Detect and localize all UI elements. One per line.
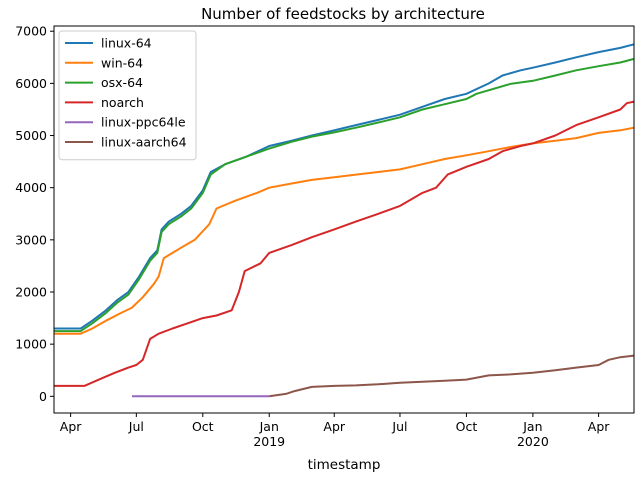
legend-label-linux-64: linux-64	[101, 36, 152, 51]
x-tick-label: Apr	[323, 419, 345, 434]
series-line-osx-64	[54, 57, 635, 333]
y-tick-label: 7000	[15, 24, 47, 39]
x-tick-label: Oct	[456, 419, 478, 434]
y-tick-label: 4000	[15, 180, 47, 195]
y-tick-label: 3000	[15, 232, 47, 247]
y-tick-label: 2000	[15, 284, 47, 299]
y-tick-label: 1000	[15, 337, 47, 352]
x-tick-label: Jan	[259, 419, 279, 434]
x-tick-label: Apr	[60, 419, 82, 434]
legend: linux-64 win-64 osx-64 noarch linux-ppc64le l…	[58, 30, 197, 161]
legend-label-linux-aarch64: linux-aarch64	[101, 135, 187, 150]
y-tick-label: 6000	[15, 76, 47, 91]
legend-label-noarch: noarch	[101, 95, 144, 110]
series-layer	[54, 43, 635, 398]
x-tick-label: Jul	[391, 419, 407, 434]
y-tick-label: 5000	[15, 128, 47, 143]
x-tick-label: Jan	[522, 419, 542, 434]
series-line-linux-aarch64	[269, 354, 635, 398]
series-line-noarch	[54, 100, 635, 387]
chart-title: Number of feedstocks by architecture	[201, 5, 485, 23]
legend-label-win-64: win-64	[101, 55, 143, 70]
legend-label-osx-64: osx-64	[101, 75, 143, 90]
series-line-linux-64	[54, 43, 635, 330]
x-axis-label: timestamp	[308, 457, 381, 473]
x-tick-label: Apr	[588, 419, 610, 434]
y-axis: 0 1000 2000 3000 4000 5000 6000 7000	[15, 24, 54, 404]
x-tick-sublabel: 2019	[253, 434, 285, 449]
plot-frame	[53, 25, 635, 414]
legend-label-linux-ppc64le: linux-ppc64le	[101, 115, 186, 130]
x-tick-label: Oct	[192, 419, 214, 434]
x-tick-label: Jul	[128, 419, 144, 434]
legend-box	[58, 30, 197, 161]
y-tick-label: 0	[39, 389, 47, 404]
x-tick-sublabel: 2020	[517, 434, 549, 449]
